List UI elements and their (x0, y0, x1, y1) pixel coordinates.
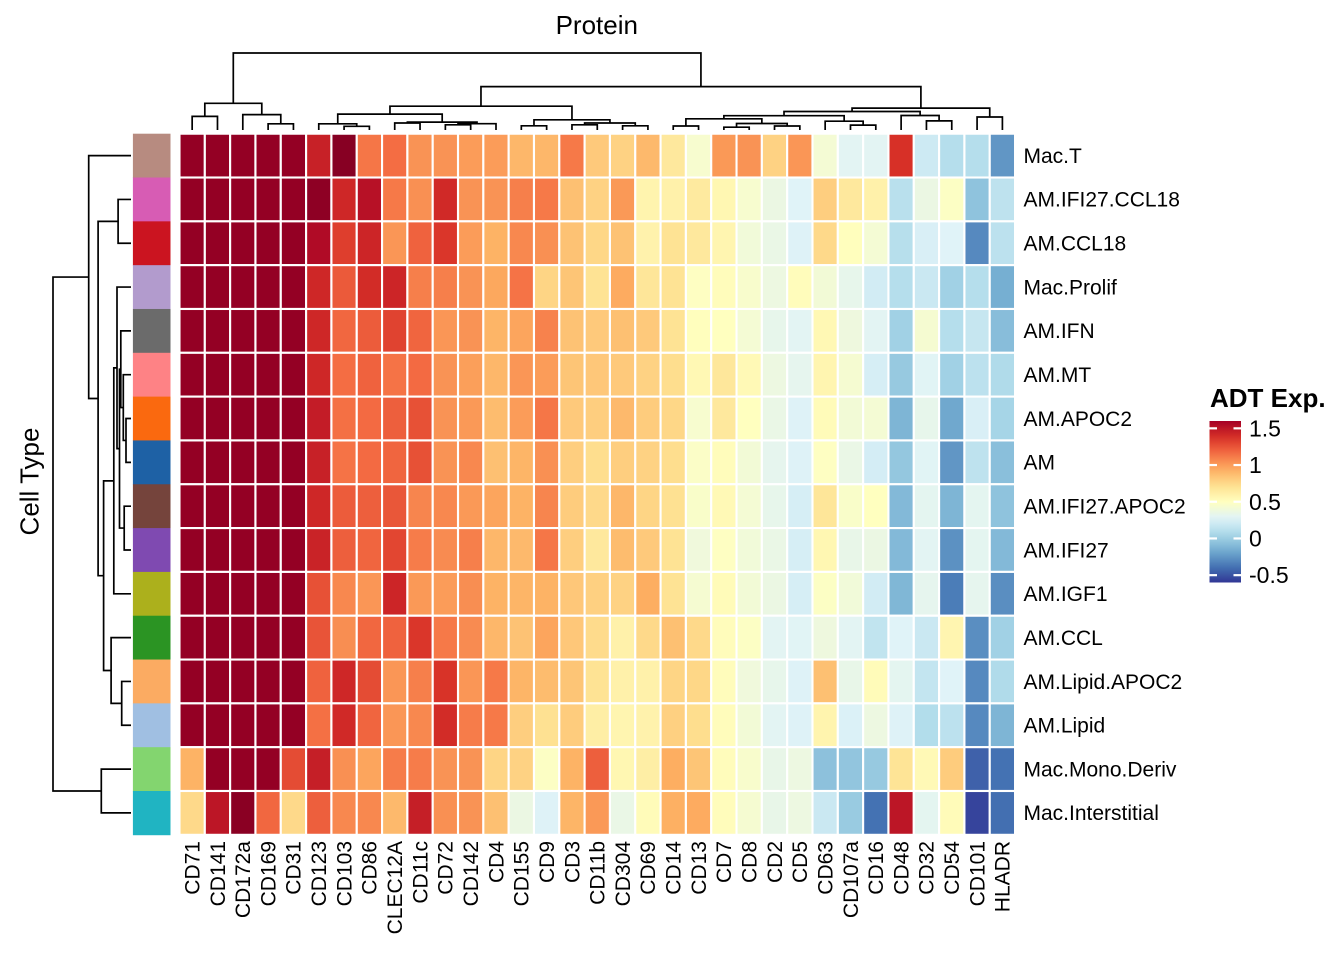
svg-text:HLADR: HLADR (992, 841, 1015, 912)
svg-text:1.5: 1.5 (1249, 415, 1281, 441)
svg-text:0.5: 0.5 (1249, 489, 1281, 515)
svg-text:CD169: CD169 (257, 841, 280, 906)
svg-text:AM.IFN: AM.IFN (1024, 320, 1095, 343)
svg-text:CD31: CD31 (283, 841, 306, 895)
svg-text:Cell Type: Cell Type (15, 428, 45, 536)
svg-text:CD8: CD8 (739, 841, 762, 883)
svg-text:CD72: CD72 (435, 841, 458, 895)
svg-text:0: 0 (1249, 525, 1262, 551)
svg-text:CD142: CD142 (460, 841, 483, 906)
svg-text:CD123: CD123 (308, 841, 331, 906)
svg-text:AM.IFI27: AM.IFI27 (1024, 539, 1109, 562)
svg-text:Protein: Protein (556, 10, 638, 40)
svg-text:CD9: CD9 (536, 841, 559, 883)
svg-text:CD11b: CD11b (587, 841, 610, 905)
svg-text:CLEC12A: CLEC12A (384, 841, 407, 934)
svg-text:CD172a: CD172a (232, 841, 255, 918)
svg-text:CD107a: CD107a (840, 841, 863, 918)
svg-text:CD13: CD13 (688, 841, 711, 895)
svg-text:CD141: CD141 (207, 841, 230, 906)
svg-text:CD48: CD48 (890, 841, 913, 895)
svg-text:CD86: CD86 (359, 841, 382, 895)
svg-text:CD63: CD63 (814, 841, 837, 895)
svg-text:1: 1 (1249, 452, 1262, 478)
svg-text:CD2: CD2 (764, 841, 787, 883)
svg-text:AM.CCL: AM.CCL (1024, 627, 1103, 650)
svg-text:AM.Lipid: AM.Lipid (1024, 715, 1106, 738)
svg-text:AM.Lipid.APOC2: AM.Lipid.APOC2 (1024, 671, 1183, 694)
svg-text:CD69: CD69 (637, 841, 660, 895)
svg-text:AM.CCL18: AM.CCL18 (1024, 233, 1127, 256)
svg-text:-0.5: -0.5 (1249, 562, 1289, 588)
svg-text:ADT Exp.: ADT Exp. (1210, 383, 1326, 413)
svg-text:AM.IFI27.CCL18: AM.IFI27.CCL18 (1024, 189, 1180, 212)
svg-text:CD5: CD5 (789, 841, 812, 883)
svg-text:Mac.Mono.Deriv: Mac.Mono.Deriv (1024, 758, 1177, 781)
svg-text:AM.MT: AM.MT (1024, 364, 1092, 387)
svg-text:CD4: CD4 (485, 841, 508, 883)
svg-text:CD32: CD32 (916, 841, 939, 895)
svg-text:CD7: CD7 (713, 841, 736, 883)
svg-text:Mac.Prolif: Mac.Prolif (1024, 276, 1118, 299)
svg-text:CD16: CD16 (865, 841, 888, 895)
svg-text:AM: AM (1024, 452, 1056, 475)
svg-text:AM.IFI27.APOC2: AM.IFI27.APOC2 (1024, 495, 1186, 518)
svg-text:Mac.T: Mac.T (1024, 145, 1083, 168)
svg-text:CD304: CD304 (612, 841, 635, 907)
svg-text:CD3: CD3 (561, 841, 584, 883)
svg-text:CD54: CD54 (941, 841, 964, 895)
svg-text:CD71: CD71 (181, 841, 204, 895)
svg-text:CD155: CD155 (511, 841, 534, 906)
svg-text:CD101: CD101 (966, 841, 989, 906)
svg-text:Mac.Interstitial: Mac.Interstitial (1024, 802, 1159, 825)
svg-text:CD11c: CD11c (409, 841, 432, 904)
svg-text:CD103: CD103 (333, 841, 356, 906)
svg-text:CD14: CD14 (663, 841, 686, 895)
svg-text:AM.IGF1: AM.IGF1 (1024, 583, 1108, 606)
svg-text:AM.APOC2: AM.APOC2 (1024, 408, 1133, 431)
